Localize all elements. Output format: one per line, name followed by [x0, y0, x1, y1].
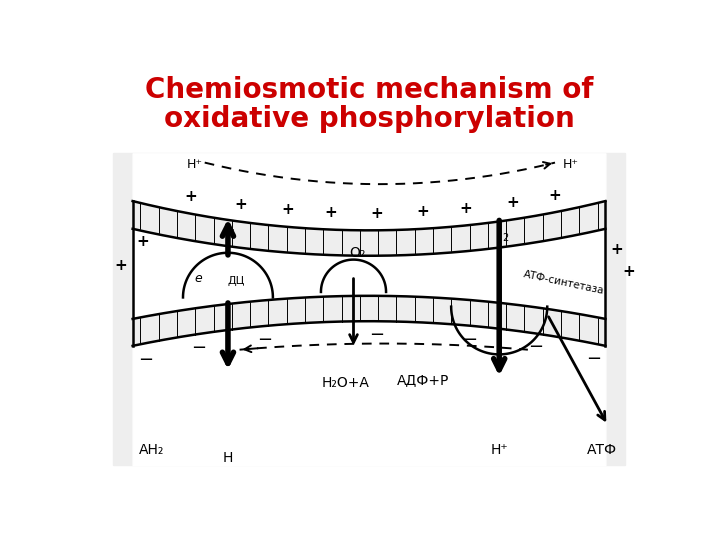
- Bar: [113, 153, 625, 465]
- Text: +: +: [235, 197, 248, 212]
- Text: H⁺: H⁺: [186, 158, 202, 171]
- Text: O₂: O₂: [349, 246, 366, 260]
- Text: АДФ+Р: АДФ+Р: [397, 374, 449, 388]
- Text: Н: Н: [222, 450, 233, 464]
- Text: Н⁺: Н⁺: [490, 443, 508, 457]
- Text: +: +: [370, 206, 383, 221]
- Text: +: +: [417, 204, 430, 219]
- Text: +: +: [114, 258, 127, 273]
- Text: +: +: [549, 188, 562, 203]
- Text: АТФ-синтетаза: АТФ-синтетаза: [523, 269, 605, 296]
- Text: +: +: [324, 205, 337, 220]
- Text: 2: 2: [503, 233, 508, 244]
- Text: Chemiosmotic mechanism of: Chemiosmotic mechanism of: [145, 76, 593, 104]
- Text: −: −: [138, 351, 153, 369]
- Text: +: +: [622, 264, 635, 279]
- Text: 1: 1: [230, 229, 235, 239]
- Text: H⁺: H⁺: [563, 158, 579, 171]
- Text: +: +: [506, 195, 518, 210]
- Text: −: −: [191, 339, 206, 357]
- Text: +: +: [136, 234, 149, 249]
- Text: +: +: [184, 190, 197, 204]
- Polygon shape: [132, 229, 606, 319]
- Text: −: −: [462, 330, 477, 348]
- Text: ДЦ: ДЦ: [227, 276, 244, 286]
- Text: е: е: [194, 273, 202, 286]
- Text: АН₂: АН₂: [139, 443, 165, 457]
- Text: +: +: [459, 201, 472, 216]
- Text: −: −: [257, 331, 272, 349]
- Text: −: −: [369, 326, 384, 344]
- Text: H₂O+A: H₂O+A: [322, 376, 369, 390]
- Text: −: −: [528, 339, 543, 356]
- Text: +: +: [611, 242, 624, 257]
- Text: АТФ: АТФ: [586, 443, 616, 457]
- Text: +: +: [282, 202, 294, 218]
- Text: oxidative phosphorylation: oxidative phosphorylation: [163, 105, 575, 133]
- Text: −: −: [586, 350, 601, 368]
